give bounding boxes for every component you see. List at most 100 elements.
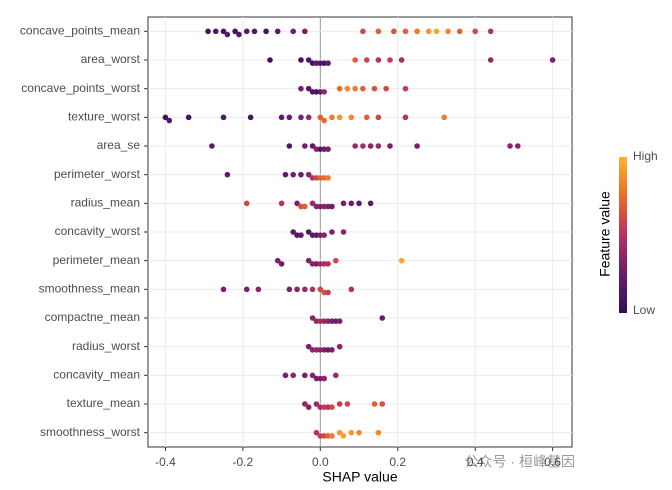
- point: [313, 232, 320, 238]
- point: [298, 203, 304, 210]
- point: [255, 286, 262, 293]
- point: [325, 146, 331, 152]
- point: [298, 85, 304, 92]
- point: [332, 257, 339, 264]
- point: [441, 114, 448, 121]
- x-tick-label: 0.4: [467, 455, 484, 469]
- point: [302, 28, 308, 35]
- point: [360, 143, 366, 149]
- point: [379, 401, 386, 407]
- point: [305, 114, 312, 121]
- point: [348, 114, 355, 121]
- colorbar-title: Feature value: [597, 191, 613, 277]
- point: [317, 60, 324, 66]
- point: [398, 57, 405, 63]
- point: [313, 429, 320, 436]
- point: [321, 261, 327, 267]
- point: [387, 57, 393, 63]
- point: [375, 57, 382, 63]
- point: [321, 60, 327, 66]
- point: [336, 401, 343, 407]
- point: [336, 343, 343, 350]
- point: [321, 203, 327, 210]
- point: [305, 257, 312, 264]
- y-tick-label: radius_mean: [71, 196, 140, 210]
- point: [309, 315, 316, 321]
- point: [317, 114, 324, 121]
- point: [321, 232, 327, 238]
- point: [321, 347, 327, 353]
- colorbar: [619, 157, 627, 313]
- point: [298, 171, 304, 178]
- y-tick-label: area_se: [97, 138, 141, 152]
- point: [375, 429, 382, 436]
- colorbar-high: High: [633, 149, 658, 163]
- point: [290, 28, 297, 35]
- point: [317, 433, 324, 439]
- point: [332, 318, 339, 325]
- point: [325, 347, 331, 353]
- point: [224, 171, 231, 178]
- point: [325, 404, 331, 411]
- point: [352, 143, 358, 149]
- point: [302, 372, 308, 379]
- point: [371, 401, 378, 407]
- point: [166, 117, 173, 124]
- point: [302, 203, 308, 210]
- point: [321, 175, 327, 181]
- y-tick-label: concave_points_worst: [21, 81, 140, 95]
- point: [340, 433, 347, 439]
- point: [402, 28, 409, 35]
- point: [282, 372, 289, 379]
- point: [305, 343, 312, 350]
- point: [313, 175, 320, 181]
- point: [321, 433, 327, 439]
- point: [286, 143, 293, 149]
- point: [507, 143, 513, 149]
- point: [398, 257, 405, 264]
- point: [305, 404, 312, 411]
- point: [348, 286, 355, 293]
- point: [224, 31, 231, 38]
- point: [247, 114, 254, 121]
- point: [313, 318, 320, 325]
- point: [317, 203, 324, 210]
- point: [309, 89, 316, 95]
- point: [363, 57, 370, 63]
- y-tick-label: perimeter_worst: [54, 167, 141, 181]
- point: [243, 28, 250, 35]
- point: [344, 401, 351, 407]
- x-tick-label: -0.4: [155, 455, 176, 469]
- point: [305, 57, 312, 63]
- point: [456, 28, 463, 35]
- point: [278, 114, 285, 121]
- point: [375, 143, 382, 149]
- point: [383, 85, 389, 92]
- point: [321, 146, 327, 152]
- point: [298, 232, 304, 238]
- point: [282, 171, 289, 178]
- point: [433, 28, 440, 35]
- x-tick-label: 0.2: [389, 455, 406, 469]
- grid: [148, 17, 572, 447]
- y-tick-label: smoothness_worst: [40, 425, 141, 439]
- y-tick-label: texture_mean: [67, 396, 140, 410]
- x-tick-label: 0.6: [544, 455, 561, 469]
- point: [402, 114, 409, 121]
- point: [329, 229, 335, 235]
- point: [313, 89, 320, 95]
- point: [414, 143, 420, 149]
- point: [185, 114, 192, 121]
- point: [317, 261, 324, 267]
- y-tick-label: concavity_worst: [55, 224, 141, 238]
- point: [278, 261, 285, 267]
- y-tick-label: concavity_mean: [53, 368, 140, 382]
- point: [278, 200, 285, 207]
- point: [220, 286, 227, 293]
- point: [313, 261, 320, 267]
- point: [321, 404, 327, 411]
- point: [294, 200, 300, 207]
- point: [321, 117, 327, 124]
- point: [325, 433, 331, 439]
